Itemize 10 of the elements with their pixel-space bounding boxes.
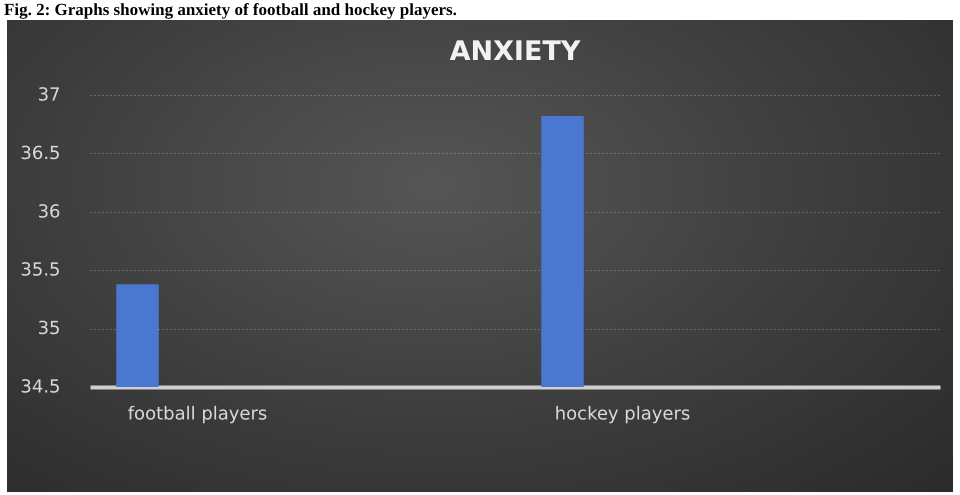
y-tick-label: 35.5 xyxy=(20,260,60,281)
x-tick-label: football players xyxy=(128,404,268,424)
chart-title: ANXIETY xyxy=(450,36,581,67)
y-tick-label: 37 xyxy=(38,84,60,106)
y-tick-label: 34.5 xyxy=(20,376,60,398)
x-tick-label: hockey players xyxy=(554,404,690,424)
y-tick-label: 36.5 xyxy=(20,142,60,164)
caption: Fig. 2: Graphs showing anxiety of football and hockey players. xyxy=(3,0,458,20)
y-tick-label: 36 xyxy=(38,201,60,222)
y-tick-label: 35 xyxy=(38,318,60,340)
